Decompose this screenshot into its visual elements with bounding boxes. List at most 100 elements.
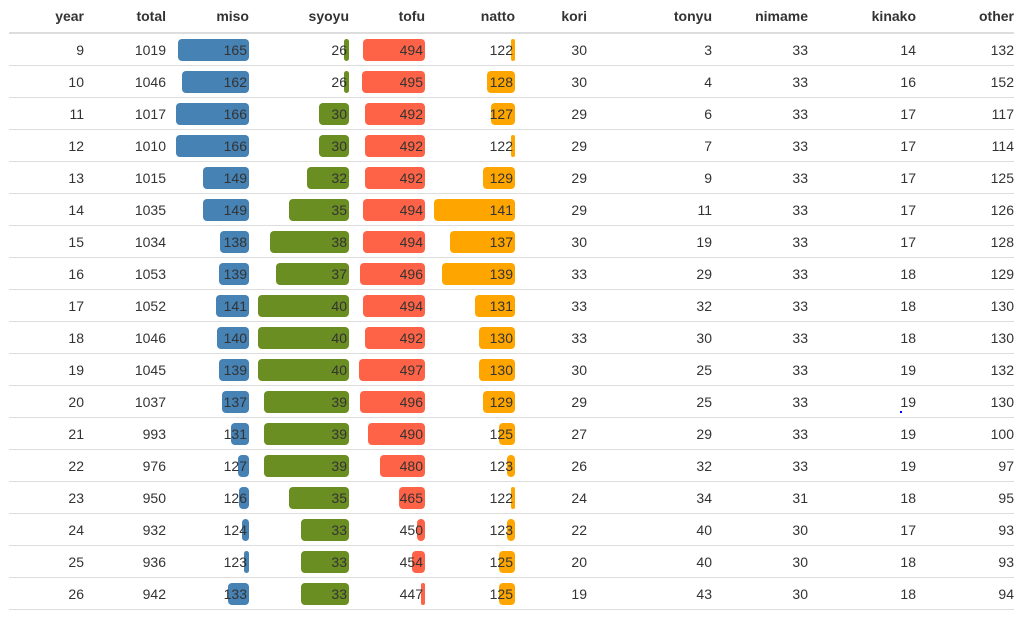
bar-value-syoyu: 35 — [331, 201, 347, 218]
bar-fill-natto — [482, 390, 515, 413]
column-header-syoyu[interactable]: syoyu — [249, 0, 349, 34]
bar-fill-syoyu — [301, 550, 349, 573]
bar-fill-natto — [511, 134, 515, 157]
cell-year: 20 — [9, 385, 84, 418]
bar-natto: 122 — [425, 134, 515, 157]
bar-value-tofu: 494 — [399, 201, 423, 218]
bar-fill-miso — [221, 390, 249, 413]
column-header-tofu[interactable]: tofu — [349, 0, 425, 34]
column-header-other[interactable]: other — [916, 0, 1014, 34]
bar-fill-syoyu — [301, 582, 349, 605]
column-header-miso[interactable]: miso — [166, 0, 249, 34]
bar-fill-miso — [244, 550, 249, 573]
table-row: 19 1045 139 40 497 130 30 25 33 19 132 — [9, 353, 1014, 386]
column-header-kinako[interactable]: kinako — [808, 0, 916, 34]
bar-value-tofu: 492 — [399, 137, 423, 154]
cell-kori: 29 — [515, 193, 587, 226]
bar-value-tofu: 480 — [399, 457, 423, 474]
bar-miso: 140 — [166, 326, 249, 349]
bar-fill-miso — [242, 518, 249, 541]
cell-year: 9 — [9, 33, 84, 66]
column-header-total[interactable]: total — [84, 0, 166, 34]
bar-tofu: 490 — [349, 422, 425, 445]
cell-miso: 165 — [166, 33, 249, 66]
column-header-year[interactable]: year — [9, 0, 84, 34]
cell-natto: 129 — [425, 161, 515, 194]
table-row: 16 1053 139 37 496 139 33 29 33 18 129 — [9, 257, 1014, 290]
cell-year: 13 — [9, 161, 84, 194]
bar-fill-natto — [498, 422, 515, 445]
bar-fill-tofu — [367, 422, 425, 445]
cell-syoyu: 33 — [249, 513, 349, 546]
cell-miso: 162 — [166, 65, 249, 98]
bar-tofu: 494 — [349, 230, 425, 253]
bar-tofu: 494 — [349, 198, 425, 221]
bar-tofu: 480 — [349, 454, 425, 477]
bar-miso: 131 — [166, 422, 249, 445]
bar-natto: 130 — [425, 358, 515, 381]
bar-fill-syoyu — [270, 230, 349, 253]
cell-tofu: 494 — [349, 225, 425, 258]
cell-kori: 29 — [515, 385, 587, 418]
cell-kinako: 18 — [808, 321, 916, 354]
bar-fill-natto — [478, 358, 515, 381]
table-row: 11 1017 166 30 492 127 29 6 33 17 117 — [9, 97, 1014, 130]
bar-natto: 131 — [425, 294, 515, 317]
bar-natto: 141 — [425, 198, 515, 221]
bar-fill-natto — [490, 102, 515, 125]
cell-total: 1010 — [84, 129, 166, 162]
bar-tofu: 495 — [349, 70, 425, 93]
bar-miso: 124 — [166, 518, 249, 541]
cell-tofu: 454 — [349, 545, 425, 578]
bar-miso: 166 — [166, 102, 249, 125]
cell-syoyu: 33 — [249, 577, 349, 610]
column-header-kori[interactable]: kori — [515, 0, 587, 34]
bar-fill-syoyu — [344, 38, 349, 61]
cell-miso: 123 — [166, 545, 249, 578]
cell-year: 10 — [9, 65, 84, 98]
cell-syoyu: 40 — [249, 321, 349, 354]
bar-value-natto: 127 — [489, 105, 513, 122]
bar-fill-natto — [506, 518, 515, 541]
cell-tonyu: 32 — [587, 449, 712, 482]
cell-other: 130 — [916, 385, 1014, 418]
blue-dot-mark — [900, 411, 902, 413]
column-header-tonyu[interactable]: tonyu — [587, 0, 712, 34]
cell-tofu: 494 — [349, 193, 425, 226]
table-row: 17 1052 141 40 494 131 33 32 33 18 130 — [9, 289, 1014, 322]
column-header-natto[interactable]: natto — [425, 0, 515, 34]
bar-value-miso: 133 — [223, 585, 247, 602]
cell-kori: 26 — [515, 449, 587, 482]
cell-syoyu: 38 — [249, 225, 349, 258]
table-body: 9 1019 165 26 494 122 30 3 33 14 132 10 1046 162 26 495… — [9, 33, 1014, 610]
bar-value-miso: 123 — [223, 553, 247, 570]
cell-kori: 29 — [515, 97, 587, 130]
bar-value-tofu: 490 — [399, 425, 423, 442]
cell-year: 16 — [9, 257, 84, 290]
cell-miso: 124 — [166, 513, 249, 546]
cell-kinako: 17 — [808, 129, 916, 162]
bar-value-natto: 129 — [489, 393, 513, 410]
cell-nimame: 33 — [712, 161, 808, 194]
cell-syoyu: 32 — [249, 161, 349, 194]
bar-value-tofu: 495 — [399, 73, 423, 90]
bar-fill-miso — [202, 198, 249, 221]
bar-fill-miso — [215, 294, 249, 317]
bar-tofu: 494 — [349, 294, 425, 317]
table-row: 15 1034 138 38 494 137 30 19 33 17 128 — [9, 225, 1014, 258]
cell-syoyu: 30 — [249, 129, 349, 162]
cell-natto: 129 — [425, 385, 515, 418]
bar-value-syoyu: 33 — [331, 585, 347, 602]
cell-other: 126 — [916, 193, 1014, 226]
cell-syoyu: 37 — [249, 257, 349, 290]
cell-kori: 22 — [515, 513, 587, 546]
bar-value-natto: 125 — [489, 585, 513, 602]
bar-syoyu: 35 — [249, 198, 349, 221]
cell-tonyu: 29 — [587, 257, 712, 290]
cell-kinako: 16 — [808, 65, 916, 98]
cell-kinako: 17 — [808, 97, 916, 130]
column-header-nimame[interactable]: nimame — [712, 0, 808, 34]
bar-tofu: 496 — [349, 262, 425, 285]
cell-tonyu: 9 — [587, 161, 712, 194]
bar-fill-syoyu — [319, 134, 349, 157]
